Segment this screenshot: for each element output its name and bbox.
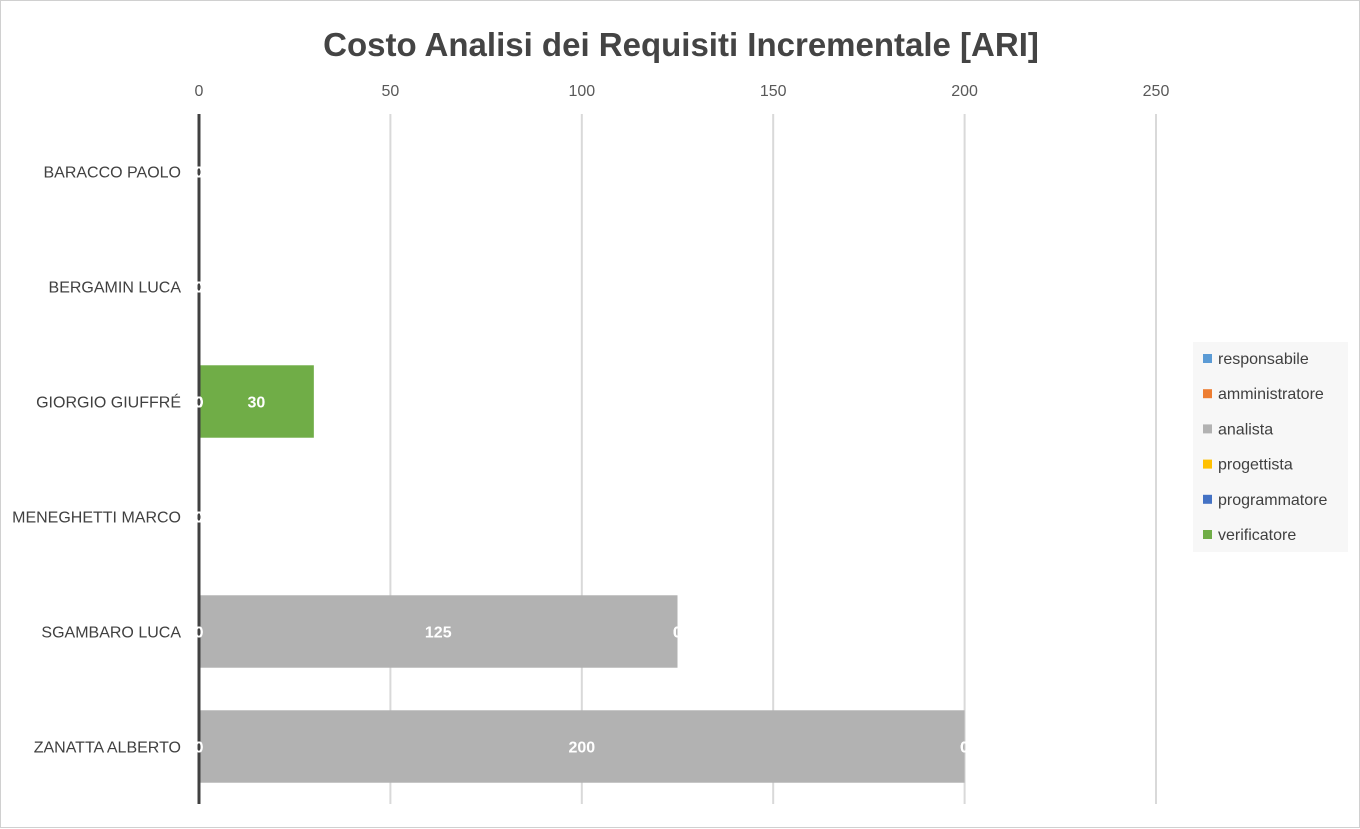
legend-box [1193,342,1348,552]
data-label-responsabile-meneghetti-marco: 0 [195,510,204,527]
data-label-amministratore-zanatta-alberto: 0 [195,740,204,757]
data-label-analista-meneghetti-marco: 0 [195,510,204,527]
data-label-amministratore-sgambaro-luca: 0 [195,625,204,642]
legend-swatch-analista [1203,424,1212,434]
category-label-giorgio-giuffre: GIORGIO GIUFFRÉ [36,393,181,412]
x-tick-label: 250 [1143,83,1170,100]
data-label-progettista-giorgio-giuffre: 0 [195,395,204,412]
data-label-verificatore-baracco-paolo: 0 [195,165,204,182]
data-label-programmatore-zanatta-alberto: 0 [960,740,969,757]
x-tick-label: 100 [568,83,595,100]
data-label-progettista-baracco-paolo: 0 [195,165,204,182]
data-label-verificatore-giorgio-giuffre: 30 [248,395,266,412]
bar-analista-zanatta-alberto [199,710,965,783]
category-labels: BARACCO PAOLO BERGAMIN LUCA GIORGIO GIUFFR… [12,165,181,757]
chart-title: Costo Analisi dei Requisiti Incrementale… [323,26,1039,63]
data-label-responsabile-zanatta-alberto: 0 [195,740,204,757]
legend-swatch-responsabile [1203,354,1212,363]
category-label-sgambaro-luca: SGAMBARO LUCA [41,625,181,642]
legend-label-responsabile: responsabile [1218,351,1309,368]
x-tick-label: 150 [760,83,787,100]
x-tick-label: 0 [195,83,204,100]
x-tick-label: 50 [382,83,400,100]
data-label-analista-zanatta-alberto: 200 [568,740,595,757]
legend-label-programmatore: programmatore [1218,492,1327,509]
x-axis-ticks: 0 50 100 150 200 250 [195,83,1170,100]
data-label-programmatore-giorgio-giuffre: 0 [195,395,204,412]
bars [199,365,965,783]
legend: responsabile amministratore analista proget… [1193,342,1348,552]
legend-label-progettista: progettista [1218,457,1293,474]
legend-swatch-progettista [1203,459,1212,469]
data-label-verificatore-meneghetti-marco: 0 [195,510,204,527]
data-label-analista-sgambaro-luca: 125 [425,625,452,642]
data-label-responsabile-giorgio-giuffre: 0 [195,395,204,412]
data-label-progettista-zanatta-alberto: 0 [960,740,969,757]
data-label-programmatore-bergamin-luca: 0 [195,280,204,297]
data-label-analista-baracco-paolo: 0 [195,165,204,182]
legend-label-analista: analista [1218,421,1273,438]
bar-verificatore-giorgio-giuffre [199,365,314,438]
data-label-verificatore-bergamin-luca: 0 [195,280,204,297]
data-label-analista-giorgio-giuffre: 0 [195,395,204,412]
data-label-verificatore-sgambaro-luca: 0 [673,625,682,642]
data-label-verificatore-zanatta-alberto: 0 [960,740,969,757]
legend-label-amministratore: amministratore [1218,386,1324,403]
data-label-responsabile-bergamin-luca: 0 [195,280,204,297]
category-label-baracco-paolo: BARACCO PAOLO [43,165,181,182]
data-label-amministratore-giorgio-giuffre: 0 [195,395,204,412]
data-label-analista-bergamin-luca: 0 [195,280,204,297]
category-label-meneghetti-marco: MENEGHETTI MARCO [12,510,181,527]
legend-swatch-amministratore [1203,389,1212,399]
data-label-progettista-meneghetti-marco: 0 [195,510,204,527]
x-tick-label: 200 [951,83,978,100]
legend-label-verificatore: verificatore [1218,527,1296,544]
gridlines [389,114,1157,804]
legend-swatch-verificatore [1203,530,1212,539]
data-label-amministratore-bergamin-luca: 0 [195,280,204,297]
data-label-progettista-sgambaro-luca: 0 [673,625,682,642]
data-label-amministratore-baracco-paolo: 0 [195,165,204,182]
data-label-responsabile-sgambaro-luca: 0 [195,625,204,642]
legend-swatch-programmatore [1203,494,1212,504]
data-label-responsabile-baracco-paolo: 0 [195,165,204,182]
data-label-progettista-bergamin-luca: 0 [195,280,204,297]
data-label-programmatore-baracco-paolo: 0 [195,165,204,182]
category-label-zanatta-alberto: ZANATTA ALBERTO [34,740,181,757]
data-label-programmatore-sgambaro-luca: 0 [673,625,682,642]
bar-analista-sgambaro-luca [199,595,678,668]
data-label-programmatore-meneghetti-marco: 0 [195,510,204,527]
category-label-bergamin-luca: BERGAMIN LUCA [49,280,182,297]
data-label-amministratore-meneghetti-marco: 0 [195,510,204,527]
